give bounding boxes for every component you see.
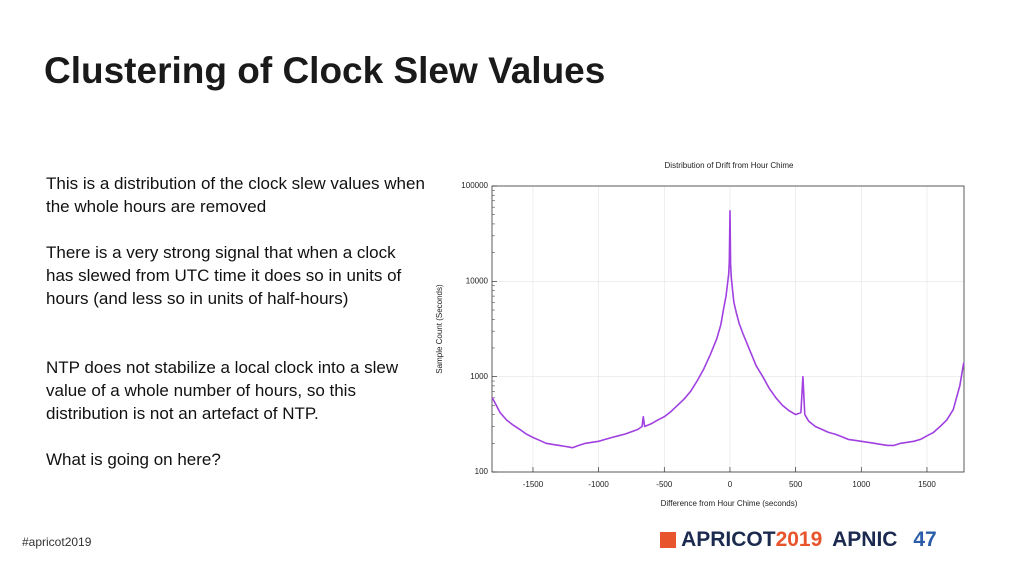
- slide-title: Clustering of Clock Slew Values: [44, 50, 606, 91]
- logo: APRICOT2019 APNIC 47: [660, 528, 937, 552]
- x-tick-label: -1500: [523, 480, 544, 489]
- logo-icon: [660, 532, 676, 548]
- footer: #apricot2019: [22, 535, 92, 549]
- paragraph: There is a very strong signal that when …: [46, 243, 402, 308]
- logo-text: APNIC: [832, 528, 898, 551]
- y-axis-label: Sample Count (Seconds): [435, 284, 444, 374]
- y-tick-label: 10000: [466, 276, 489, 285]
- paragraph: What is going on here?: [46, 450, 221, 469]
- x-tick-label: -500: [656, 480, 673, 489]
- y-tick-label: 100: [475, 467, 489, 476]
- x-axis-label: Difference from Hour Chime (seconds): [661, 499, 798, 508]
- y-tick-label: 1000: [470, 372, 488, 381]
- y-tick-label: 100000: [461, 181, 488, 190]
- chart-title: Distribution of Drift from Hour Chime: [665, 161, 794, 170]
- logo-text: APRICOT: [681, 528, 776, 551]
- x-tick-label: -1000: [588, 480, 609, 489]
- x-tick-label: 500: [789, 480, 803, 489]
- logo-text: 2019: [775, 528, 823, 551]
- paragraph: NTP does not stabilize a local clock int…: [46, 358, 399, 423]
- plot-frame: [491, 185, 965, 473]
- x-tick-label: 0: [728, 480, 733, 489]
- data-line: [491, 210, 965, 449]
- x-tick-label: 1500: [918, 480, 936, 489]
- logo-text: 47: [913, 528, 937, 551]
- x-tick-label: 1000: [852, 480, 870, 489]
- paragraph: This is a distribution of the clock slew…: [46, 174, 425, 216]
